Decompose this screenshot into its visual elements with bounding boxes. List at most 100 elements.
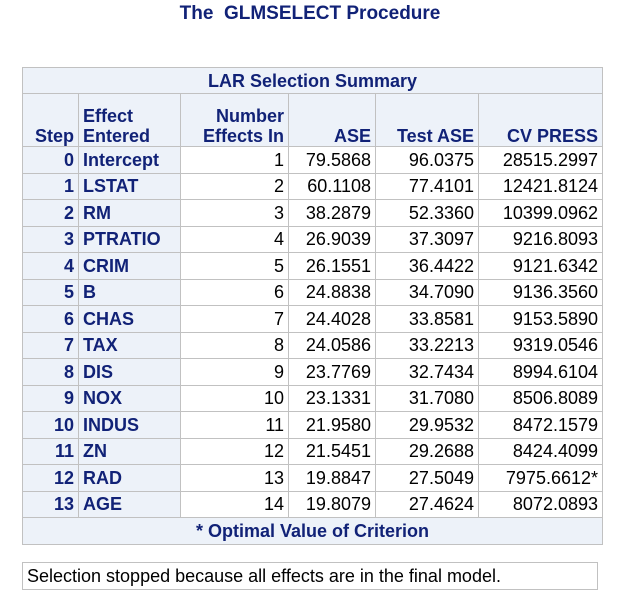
value-cell: 23.1331 [288, 384, 376, 412]
value-cell: 8994.6104 [478, 358, 603, 386]
effect-cell: ZN [78, 437, 181, 465]
table-row: 1 LSTAT 2 60.1108 77.4101 12421.8124 [22, 172, 603, 200]
table-head: LAR Selection Summary Step Effect Entered… [22, 67, 603, 147]
value-cell: 38.2879 [288, 199, 376, 227]
column-header: Number Effects In [180, 93, 289, 147]
step-cell: 1 [22, 172, 79, 200]
step-cell: 0 [22, 146, 79, 174]
value-cell: 33.2213 [375, 331, 479, 359]
table-row: 4 CRIM 5 26.1551 36.4422 9121.6342 [22, 252, 603, 280]
value-cell: 6 [180, 278, 289, 306]
table-body: 0 Intercept 1 79.5868 96.0375 28515.2997 1 LSTA… [22, 146, 603, 518]
value-cell: 9319.0546 [478, 331, 603, 359]
table-caption: LAR Selection Summary [22, 67, 603, 94]
footnote: * Optimal Value of Criterion [22, 517, 603, 545]
table-row: 0 Intercept 1 79.5868 96.0375 28515.2997 [22, 146, 603, 174]
value-cell: 32.7434 [375, 358, 479, 386]
effect-cell: B [78, 278, 181, 306]
value-cell: 24.8838 [288, 278, 376, 306]
summary-table: LAR Selection Summary Step Effect Entered… [22, 67, 603, 545]
value-cell: 7975.6612* [478, 464, 603, 492]
value-cell: 26.9039 [288, 225, 376, 253]
effect-cell: TAX [78, 331, 181, 359]
effect-cell: INDUS [78, 411, 181, 439]
column-header: Test ASE [375, 93, 479, 147]
step-cell: 6 [22, 305, 79, 333]
effect-cell: AGE [78, 490, 181, 518]
column-header: Step [22, 93, 79, 147]
effect-cell: CRIM [78, 252, 181, 280]
value-cell: 7 [180, 305, 289, 333]
value-cell: 52.3360 [375, 199, 479, 227]
effect-cell: RM [78, 199, 181, 227]
value-cell: 77.4101 [375, 172, 479, 200]
table-row: 10 INDUS 11 21.9580 29.9532 8472.1579 [22, 411, 603, 439]
table-row: 9 NOX 10 23.1331 31.7080 8506.8089 [22, 384, 603, 412]
column-header: Effect Entered [78, 93, 181, 147]
footnote-row: * Optimal Value of Criterion [22, 517, 603, 545]
value-cell: 9121.6342 [478, 252, 603, 280]
value-cell: 79.5868 [288, 146, 376, 174]
value-cell: 5 [180, 252, 289, 280]
effect-cell: PTRATIO [78, 225, 181, 253]
value-cell: 9 [180, 358, 289, 386]
value-cell: 10399.0962 [478, 199, 603, 227]
value-cell: 29.9532 [375, 411, 479, 439]
value-cell: 10 [180, 384, 289, 412]
value-cell: 8424.4099 [478, 437, 603, 465]
value-cell: 3 [180, 199, 289, 227]
value-cell: 33.8581 [375, 305, 479, 333]
step-cell: 11 [22, 437, 79, 465]
value-cell: 24.4028 [288, 305, 376, 333]
value-cell: 2 [180, 172, 289, 200]
table-row: 6 CHAS 7 24.4028 33.8581 9153.5890 [22, 305, 603, 333]
step-cell: 2 [22, 199, 79, 227]
column-header: ASE [288, 93, 376, 147]
value-cell: 9136.3560 [478, 278, 603, 306]
column-header: CV PRESS [478, 93, 603, 147]
value-cell: 37.3097 [375, 225, 479, 253]
value-cell: 23.7769 [288, 358, 376, 386]
step-cell: 12 [22, 464, 79, 492]
value-cell: 27.4624 [375, 490, 479, 518]
value-cell: 34.7090 [375, 278, 479, 306]
table-row: 8 DIS 9 23.7769 32.7434 8994.6104 [22, 358, 603, 386]
value-cell: 31.7080 [375, 384, 479, 412]
effect-cell: Intercept [78, 146, 181, 174]
step-cell: 8 [22, 358, 79, 386]
value-cell: 36.4422 [375, 252, 479, 280]
step-cell: 5 [22, 278, 79, 306]
table-row: 7 TAX 8 24.0586 33.2213 9319.0546 [22, 331, 603, 359]
value-cell: 9153.5890 [478, 305, 603, 333]
value-cell: 12421.8124 [478, 172, 603, 200]
effect-cell: DIS [78, 358, 181, 386]
value-cell: 21.9580 [288, 411, 376, 439]
value-cell: 28515.2997 [478, 146, 603, 174]
value-cell: 60.1108 [288, 172, 376, 200]
stop-note: Selection stopped because all effects ar… [22, 562, 598, 590]
effect-cell: RAD [78, 464, 181, 492]
header-row: Step Effect Entered Number Effects In ASE Te… [22, 93, 603, 147]
table-row: 13 AGE 14 19.8079 27.4624 8072.0893 [22, 490, 603, 518]
value-cell: 27.5049 [375, 464, 479, 492]
value-cell: 29.2688 [375, 437, 479, 465]
table-row: 12 RAD 13 19.8847 27.5049 7975.6612* [22, 464, 603, 492]
step-cell: 9 [22, 384, 79, 412]
table-row: 11 ZN 12 21.5451 29.2688 8424.4099 [22, 437, 603, 465]
table-row: 2 RM 3 38.2879 52.3360 10399.0962 [22, 199, 603, 227]
step-cell: 7 [22, 331, 79, 359]
step-cell: 10 [22, 411, 79, 439]
value-cell: 19.8079 [288, 490, 376, 518]
value-cell: 11 [180, 411, 289, 439]
value-cell: 4 [180, 225, 289, 253]
value-cell: 9216.8093 [478, 225, 603, 253]
procedure-title: The GLMSELECT Procedure [179, 3, 441, 24]
effect-cell: NOX [78, 384, 181, 412]
caption-row: LAR Selection Summary [22, 67, 603, 94]
step-cell: 13 [22, 490, 79, 518]
table-foot: * Optimal Value of Criterion [22, 517, 603, 545]
value-cell: 21.5451 [288, 437, 376, 465]
value-cell: 1 [180, 146, 289, 174]
value-cell: 19.8847 [288, 464, 376, 492]
